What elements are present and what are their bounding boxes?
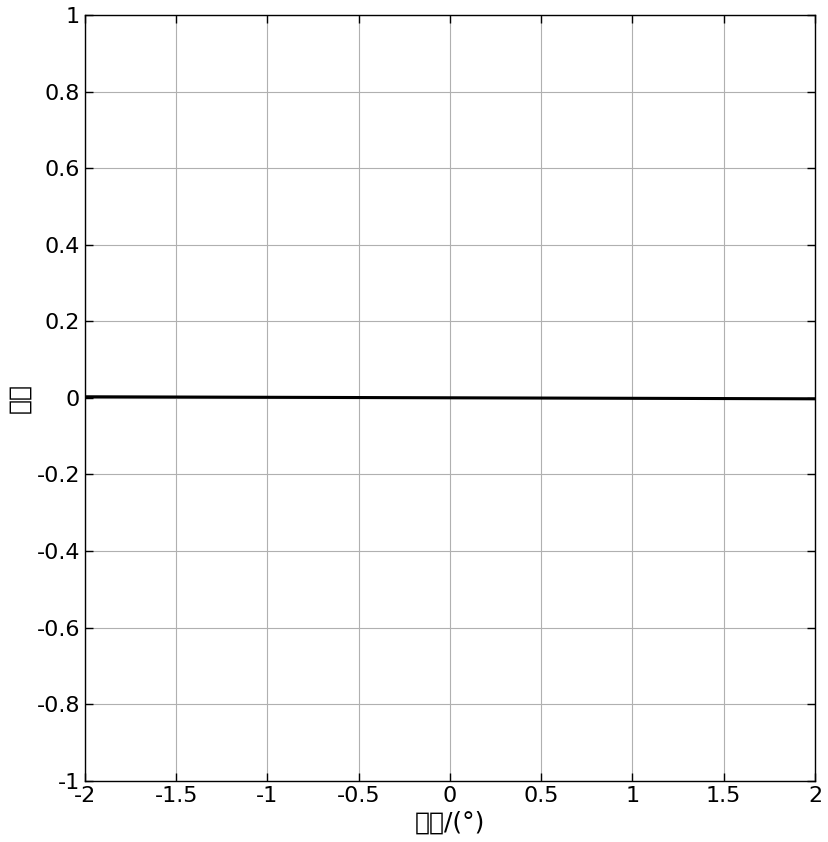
Y-axis label: 比率: 比率 — [7, 383, 31, 413]
X-axis label: 方位/(°): 方位/(°) — [414, 811, 484, 835]
